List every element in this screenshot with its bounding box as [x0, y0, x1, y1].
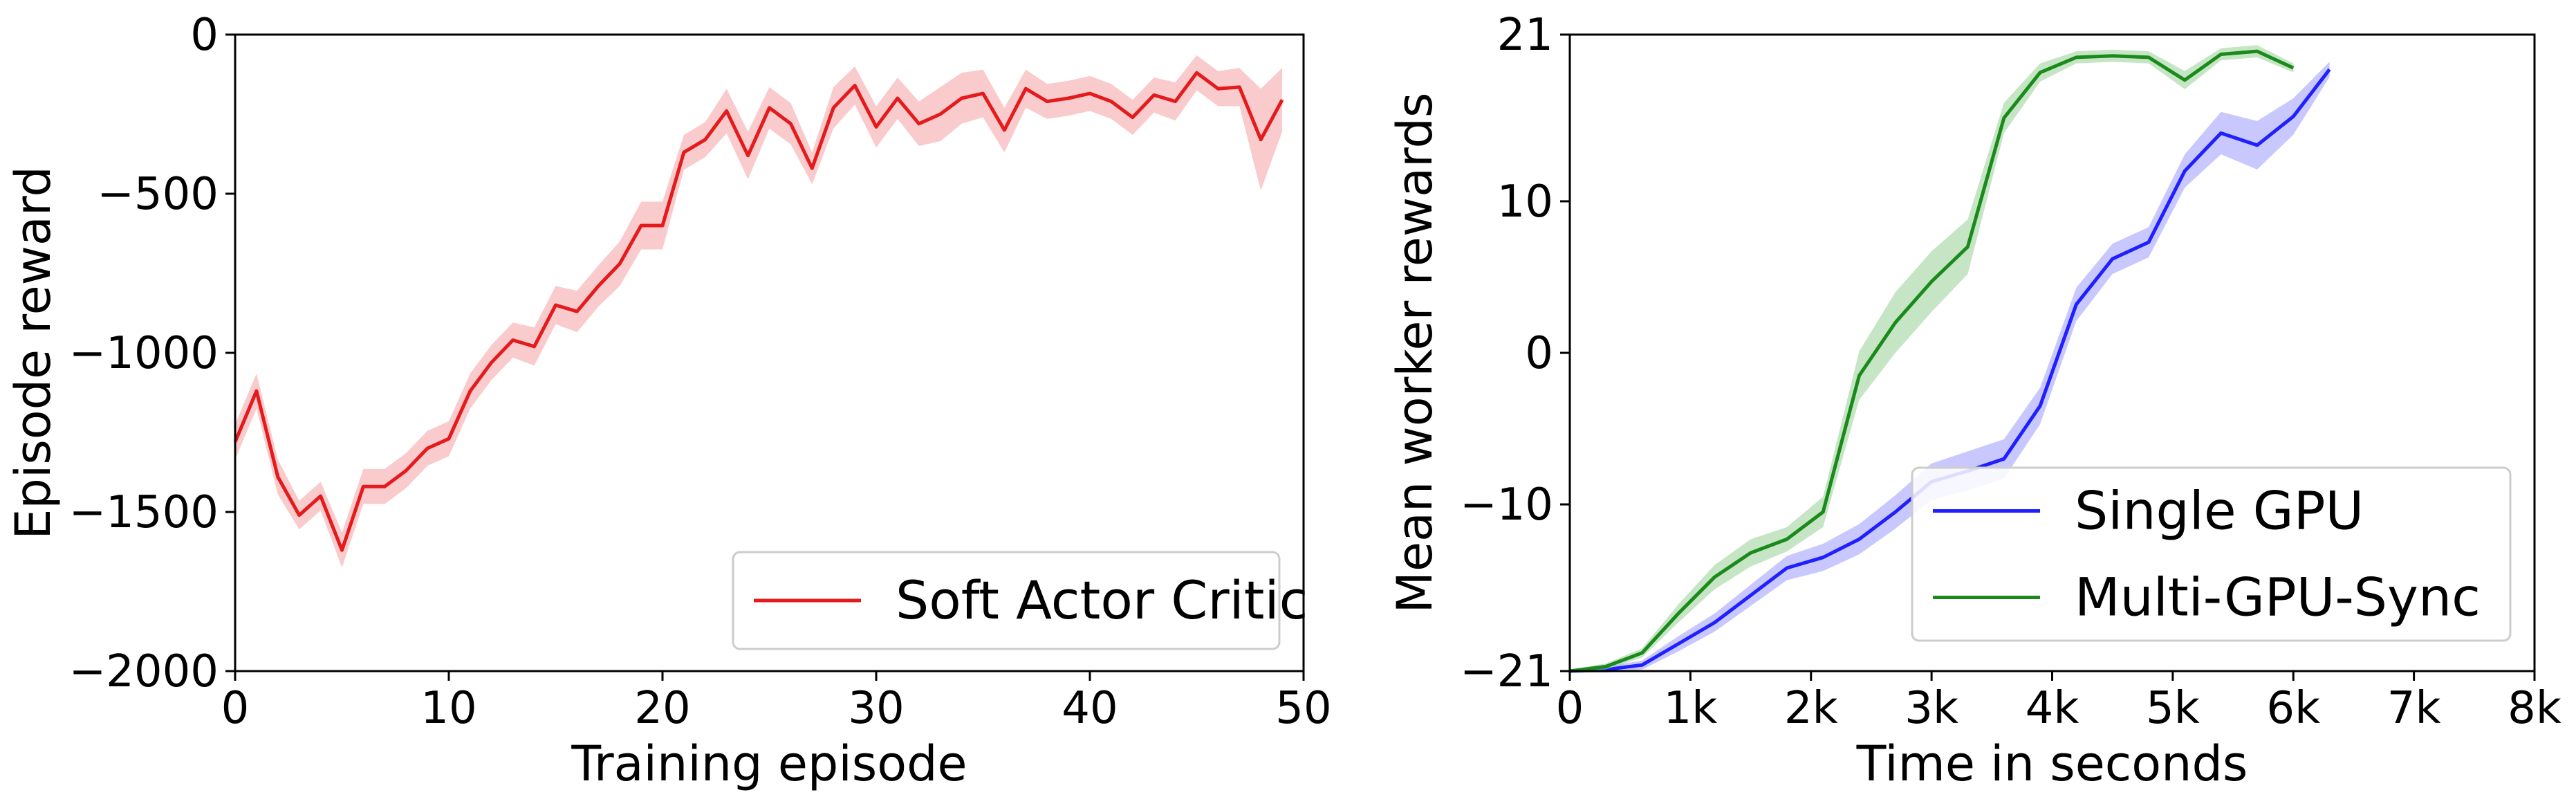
legend-box [732, 551, 1281, 650]
x-tick-label: 2k [1784, 683, 1838, 734]
x-tick-label: 1k [1663, 683, 1717, 734]
x-tick-label: 30 [848, 683, 904, 734]
legend-box [1911, 466, 2512, 642]
x-tick-label: 6k [2266, 683, 2320, 734]
legend: Soft Actor Critic [732, 551, 1308, 650]
series-line-1 [233, 71, 1284, 552]
y-tick-label: 10 [1497, 176, 1553, 228]
chart-1: 0 10 20 30 40 50 0 −500 −1000 −1500 −2000 Training … [5, 10, 1332, 792]
x-tick-label: 7k [2387, 683, 2441, 734]
y-tick-label: 0 [190, 10, 219, 61]
series-band-1 [1570, 62, 2330, 673]
legend-label-2: Multi-GPU-Sync [2075, 567, 2481, 628]
y-tick-label: −1500 [69, 487, 219, 538]
y-tick-label: 0 [1525, 328, 1553, 379]
y-axis-label: Mean worker rewards [1387, 93, 1443, 614]
x-tick-label: 5k [2146, 683, 2200, 734]
legend: Single GPU Multi-GPU-Sync [1911, 466, 2512, 642]
x-tick-label: 20 [634, 683, 690, 734]
y-tick-label: −500 [97, 169, 219, 220]
x-tick-label: 10 [420, 683, 476, 734]
x-tick-label: 40 [1062, 683, 1118, 734]
y-tick-label: 21 [1497, 10, 1553, 61]
y-tick-label: −10 [1460, 479, 1553, 531]
x-axis-label: Time in seconds [1856, 735, 2248, 792]
x-axis-label: Training episode [571, 735, 967, 792]
x-tick-label: 3k [1905, 683, 1958, 734]
series-band-1 [235, 55, 1283, 568]
x-tick-label: 0 [1556, 683, 1584, 734]
chart-2: 0 1k 2k 3k 4k 5k 6k 7k 8k 21 10 0 −10 −21 Time in seco… [1387, 10, 2561, 792]
legend-label-1: Soft Actor Critic [896, 569, 1308, 631]
x-tick-label: 0 [221, 683, 250, 734]
y-axis-label: Episode reward [5, 166, 62, 540]
x-tick-label: 4k [2026, 683, 2079, 734]
x-tick-label: 50 [1275, 683, 1331, 734]
legend-label-1: Single GPU [2075, 480, 2364, 542]
series-line-2 [1569, 49, 2295, 673]
y-tick-label: −21 [1460, 646, 1553, 697]
y-tick-label: −2000 [69, 646, 219, 697]
y-tick-label: −1000 [69, 328, 219, 379]
x-tick-label: 8k [2508, 683, 2561, 734]
